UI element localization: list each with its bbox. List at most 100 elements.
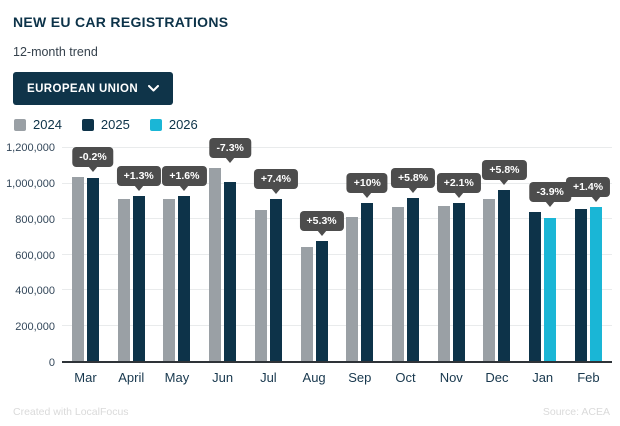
- bar-2025-sep[interactable]: [361, 203, 374, 361]
- region-dropdown[interactable]: EUROPEAN UNION: [13, 72, 174, 105]
- bar-2025-april[interactable]: [132, 196, 145, 361]
- bar-group-jan: Jan: [529, 148, 557, 385]
- bar-2026-feb[interactable]: [589, 206, 602, 361]
- y-tick-label: 1,000,000: [6, 177, 55, 190]
- legend-item-2024: 2024: [14, 117, 62, 132]
- bar-2024-nov[interactable]: [437, 206, 450, 361]
- bar-chart: 0 200,000 400,000 600,000 800,000 1,000,000 1,…: [6, 137, 612, 385]
- bar-2025-nov[interactable]: [452, 203, 465, 361]
- footer: Created with LocalFocus Source: ACEA: [13, 406, 610, 418]
- tooltip-pointer-aug: [316, 229, 327, 236]
- gridline: [62, 289, 612, 291]
- legend-item-2026: 2026: [149, 117, 198, 132]
- tooltip-pointer-may: [179, 184, 190, 191]
- tooltip-pointer-jun: [225, 156, 236, 163]
- legend-label-2025: 2025: [100, 117, 130, 132]
- x-label-april: April: [118, 370, 145, 385]
- x-label-jun: Jun: [212, 370, 234, 385]
- x-label-mar: Mar: [74, 370, 97, 385]
- change-label-may: +1.6%: [162, 165, 207, 186]
- region-dropdown-label: EUROPEAN UNION: [27, 82, 139, 95]
- bar-group-oct: Oct: [392, 148, 420, 385]
- x-label-sep: Sep: [348, 370, 372, 385]
- bar-2024-jul[interactable]: [254, 209, 267, 361]
- x-label-nov: Nov: [439, 370, 463, 385]
- change-label-nov: +2.1%: [436, 173, 481, 194]
- bar-2025-dec[interactable]: [498, 190, 511, 361]
- bar-group-jun: Jun: [209, 148, 237, 385]
- bar-groups: Mar April May Jun Jul Aug Sep Oct Nov Dec Jan Feb: [62, 148, 612, 385]
- y-tick-label: 400,000: [15, 285, 55, 298]
- plot-area: Mar April May Jun Jul Aug Sep Oct Nov Dec Jan Feb -…: [62, 137, 612, 385]
- gridline: [62, 147, 612, 148]
- x-label-dec: Dec: [485, 370, 509, 385]
- change-label-april: +1.3%: [116, 166, 161, 187]
- bar-group-mar: Mar: [72, 148, 99, 385]
- x-label-feb: Feb: [577, 370, 600, 385]
- bar-2024-mar[interactable]: [72, 177, 84, 361]
- y-tick-label: 0: [48, 357, 55, 369]
- bar-2024-april[interactable]: [117, 198, 130, 361]
- change-label-mar: -0.2%: [72, 147, 114, 168]
- legend-label-2024: 2024: [33, 117, 62, 132]
- page-title: NEW EU CAR REGISTRATIONS: [13, 14, 229, 30]
- source-text: Source: ACEA: [542, 406, 610, 418]
- tooltip-pointer-mar: [88, 166, 98, 173]
- tooltip-pointer-april: [133, 185, 144, 192]
- chevron-down-icon: [148, 85, 160, 92]
- gridline: [62, 324, 612, 326]
- legend-swatch-2026: [149, 118, 162, 131]
- bar-2024-jun[interactable]: [209, 167, 222, 361]
- tooltip-pointer-oct: [408, 187, 419, 194]
- change-label-feb: +1.4%: [565, 176, 611, 197]
- bar-2024-aug[interactable]: [300, 246, 313, 361]
- change-label-jan: -3.9%: [529, 182, 571, 203]
- bar-2024-may[interactable]: [163, 198, 176, 361]
- bar-2025-jun[interactable]: [224, 181, 237, 361]
- y-tick-label: 600,000: [15, 249, 55, 262]
- page-subtitle: 12-month trend: [13, 45, 98, 59]
- bar-2025-jan[interactable]: [529, 212, 542, 361]
- tooltip-pointer-sep: [362, 192, 373, 199]
- bar-group-sep: Sep: [346, 148, 374, 385]
- bar-2025-mar[interactable]: [87, 177, 99, 361]
- bar-group-nov: Nov: [437, 148, 465, 385]
- x-label-oct: Oct: [395, 370, 416, 385]
- bar-2025-jul[interactable]: [269, 198, 282, 361]
- x-label-jul: Jul: [260, 370, 277, 385]
- bar-group-april: April: [117, 148, 145, 385]
- legend-item-2025: 2025: [81, 117, 130, 132]
- tooltip-pointer-jan: [545, 201, 556, 208]
- bar-group-jul: Jul: [254, 148, 282, 385]
- change-label-jul: +7.4%: [253, 168, 298, 189]
- bar-group-dec: Dec: [483, 148, 511, 385]
- bar-2024-oct[interactable]: [392, 207, 405, 361]
- credit-text: Created with LocalFocus: [13, 406, 129, 418]
- bar-group-feb: Feb: [574, 148, 602, 385]
- change-label-jun: -7.3%: [209, 137, 251, 158]
- tooltip-pointer-jul: [270, 187, 281, 194]
- y-tick-label: 200,000: [15, 321, 55, 334]
- change-label-aug: +5.3%: [299, 210, 344, 231]
- x-label-aug: Aug: [302, 370, 326, 385]
- change-label-sep: +10%: [346, 173, 388, 194]
- tooltip-pointer-nov: [453, 192, 464, 199]
- bar-2024-dec[interactable]: [483, 199, 496, 361]
- bar-2025-aug[interactable]: [315, 240, 328, 361]
- bar-2026-jan[interactable]: [544, 218, 557, 361]
- legend: 2024 2025 2026: [14, 117, 620, 132]
- gridline: [62, 253, 612, 255]
- bar-group-aug: Aug: [300, 148, 328, 385]
- x-label-may: May: [164, 370, 190, 385]
- bar-2025-oct[interactable]: [407, 198, 420, 361]
- legend-label-2026: 2026: [168, 117, 198, 132]
- y-tick-label: 800,000: [15, 213, 55, 226]
- bar-2025-feb[interactable]: [574, 208, 587, 361]
- bar-2024-sep[interactable]: [346, 217, 359, 361]
- tooltip-pointer-dec: [499, 179, 510, 186]
- change-label-oct: +5.8%: [390, 168, 436, 189]
- legend-swatch-2025: [81, 118, 94, 131]
- bar-2025-may[interactable]: [178, 195, 191, 361]
- tooltip-pointer-feb: [590, 195, 601, 202]
